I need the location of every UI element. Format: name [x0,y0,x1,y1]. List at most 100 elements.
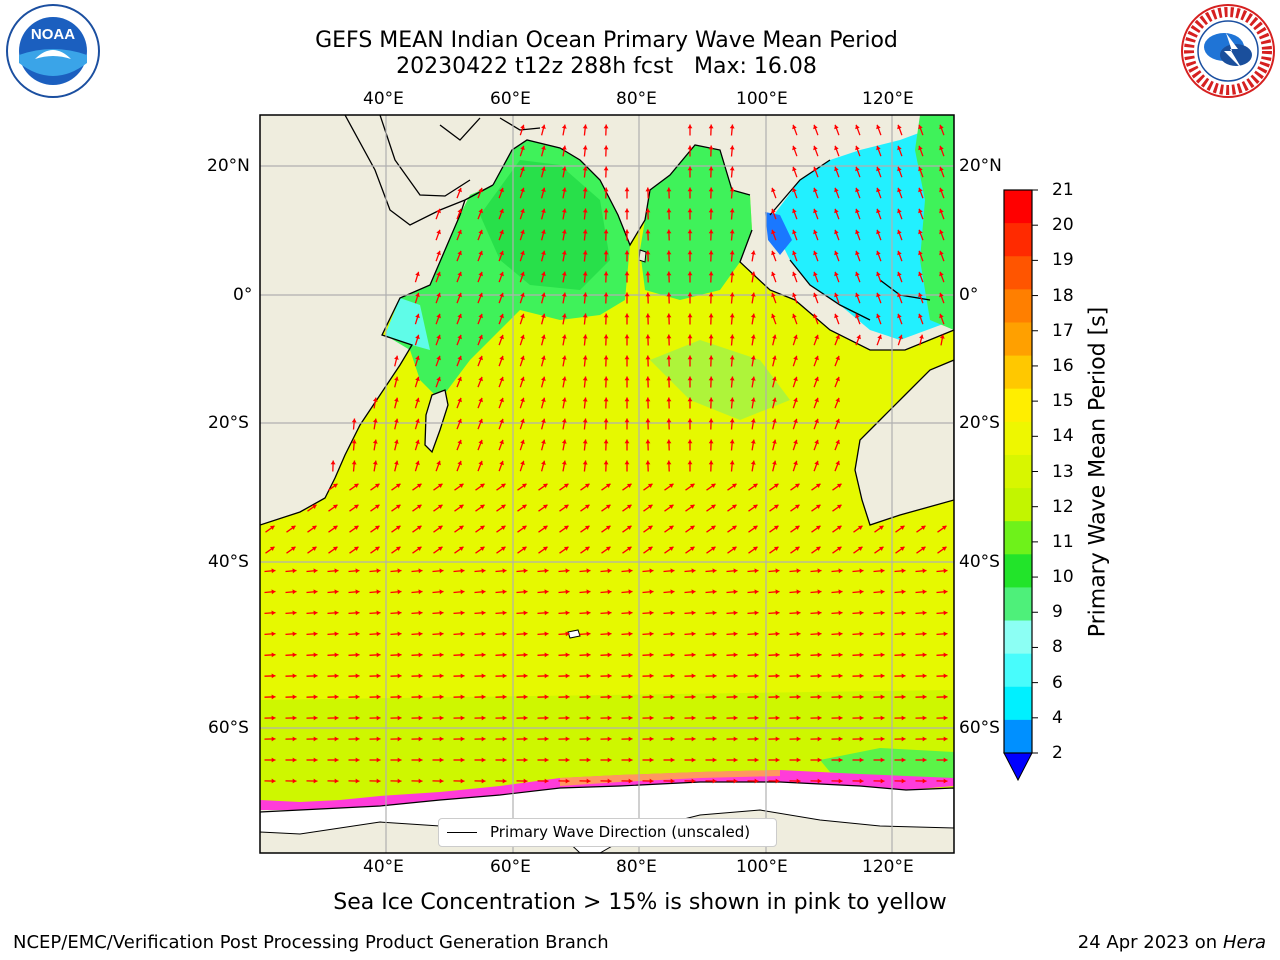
wave-arrow-head [394,376,399,381]
wave-arrow-head [481,673,486,679]
wave-arrow-head [544,589,549,595]
wave-arrow-head [687,334,693,339]
wave-arrow-head [775,610,780,616]
wave-arrow-head [817,778,822,784]
wave-arrow-head [858,546,863,551]
wave-arrow-head [499,397,504,403]
colorbar-tick-label: 8 [1052,637,1063,658]
wave-arrow-head [817,652,822,658]
wave-arrow-head [478,313,483,319]
wave-arrow-head [334,652,339,658]
wave-arrow-head [457,208,462,214]
wave-arrow-head [687,124,693,129]
wave-arrow-head [837,504,842,509]
wave-arrow-head [523,778,528,784]
wave-arrow-head [817,694,822,700]
wave-arrow-head [876,292,881,298]
wave-arrow-head [565,673,570,679]
wave-arrow-head [603,376,609,381]
wave-arrow-head [543,483,548,488]
wave-arrow-head [582,355,588,360]
wave-arrow-head [859,778,864,784]
wave-arrow-head [415,334,420,340]
wave-arrow-head [351,418,357,423]
wave-arrow-head [645,418,651,423]
colorbar-tick-label: 4 [1052,707,1063,728]
wave-arrow-head [880,673,885,679]
wave-arrow-head [666,229,672,234]
wave-arrow-head [711,525,716,530]
wave-arrow-head [499,250,504,256]
se-asia-coastline [739,159,954,351]
wave-arrow-head [771,250,776,256]
wave-arrow-head [838,652,843,658]
wave-arrow-head [586,694,591,700]
wave-arrow-head [460,715,465,721]
wave-arrow-head [733,568,738,574]
colorbar-segment [1004,521,1032,555]
wave-arrow-head [918,124,923,130]
wave-arrow-head [607,568,612,574]
wave-arrow-head [313,694,318,700]
wave-arrow-head [439,757,444,763]
wave-arrow-head [417,504,422,509]
wave-arrow-head [480,546,485,551]
wave-arrow-head [561,313,567,318]
wave-arrow-head [417,546,422,551]
wave-arrow-head [648,546,653,551]
wave-arrow-head [523,736,528,742]
wave-arrow-head [775,757,780,763]
wave-arrow-head [834,166,839,172]
colorbar-segment [1004,554,1032,588]
colorbar-segment [1004,421,1032,456]
wave-arrow-head [271,736,276,742]
wave-arrow-head [750,397,756,402]
wave-arrow-head [691,694,696,700]
wave-arrow-head [814,460,819,466]
wave-arrow-head [813,208,818,214]
kerguelen-island [567,629,581,639]
wave-arrow-head [628,652,633,658]
wave-arrow-head [838,610,843,616]
wave-arrow-head [520,418,525,424]
colorbar-under-arrow [1003,752,1033,782]
wave-arrow-head [879,546,884,551]
wave-arrow-head [582,250,588,255]
wave-arrow-head [817,631,822,637]
wave-arrow-head [813,250,818,256]
lat-label-left-0: 0° [233,285,253,305]
wave-arrow-head [649,757,654,763]
wave-arrow-head [582,208,588,213]
wave-arrow-head [561,208,567,213]
wave-arrow-head [438,546,443,551]
wave-arrow-head [481,736,486,742]
wave-arrow-head [375,483,380,488]
wave-arrow-head [649,652,654,658]
colorbar-segment [1004,488,1032,522]
wave-arrow-head [460,673,465,679]
wave-arrow-head [502,673,507,679]
wave-arrow-head [397,673,402,679]
wave-arrow-head [775,694,780,700]
wave-arrow-head [876,271,881,277]
wave-arrow-head [687,250,693,255]
wave-arrow-head [813,271,818,277]
wave-arrow-head [796,715,801,721]
wave-arrow-head [687,271,693,276]
wave-arrow-head [418,589,423,595]
wave-arrow-head [502,568,507,574]
wave-arrow-head [876,145,881,151]
wave-arrow-head [499,229,504,235]
wave-arrow-head [333,504,338,509]
wave-arrow-head [753,483,758,488]
wave-arrow-head [670,631,675,637]
colorbar-tick-label: 2 [1052,743,1063,763]
wave-arrow-head [586,673,591,679]
wave-arrow-head [457,313,462,319]
wave-arrow-head [855,271,860,277]
wave-arrow-head [753,525,758,530]
wave-arrow-head [582,187,588,192]
wave-arrow-head [772,334,777,339]
wave-arrow-head [880,568,885,574]
wave-arrow-head [565,631,570,637]
